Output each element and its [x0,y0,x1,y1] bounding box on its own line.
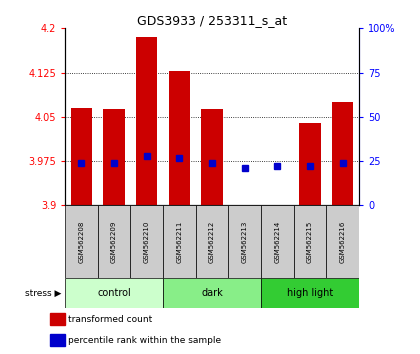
Bar [202,109,223,205]
Bar [196,205,228,278]
Bar [71,108,92,205]
Bar [267,205,288,232]
Bar [299,123,321,205]
Bar [98,205,131,278]
Text: GSM562216: GSM562216 [340,221,346,263]
Bar [294,205,326,278]
Bar [169,71,190,205]
Text: stress ▶: stress ▶ [24,289,61,297]
Bar [163,278,261,308]
Bar [326,205,359,278]
Text: GSM562210: GSM562210 [144,221,150,263]
Text: dark: dark [201,288,223,298]
Bar [332,102,353,205]
Text: percentile rank within the sample: percentile rank within the sample [68,336,221,345]
Text: GSM562214: GSM562214 [274,221,281,263]
Text: GSM562211: GSM562211 [176,221,182,263]
Bar [136,37,158,205]
Bar [261,278,359,308]
Text: GSM562213: GSM562213 [242,221,248,263]
Text: GSM562208: GSM562208 [79,221,84,263]
Bar [65,278,163,308]
Text: control: control [97,288,131,298]
Bar [261,205,294,278]
Bar [131,205,163,278]
Text: GSM562209: GSM562209 [111,221,117,263]
Bar [228,205,261,278]
Text: transformed count: transformed count [68,314,152,324]
Bar [50,313,65,325]
Bar [163,205,196,278]
Text: GSM562215: GSM562215 [307,221,313,263]
Title: GDS3933 / 253311_s_at: GDS3933 / 253311_s_at [137,14,287,27]
Text: high light: high light [287,288,333,298]
Bar [65,205,98,278]
Text: GSM562212: GSM562212 [209,221,215,263]
Bar [103,109,125,205]
Bar [50,334,65,346]
Bar [234,205,255,247]
